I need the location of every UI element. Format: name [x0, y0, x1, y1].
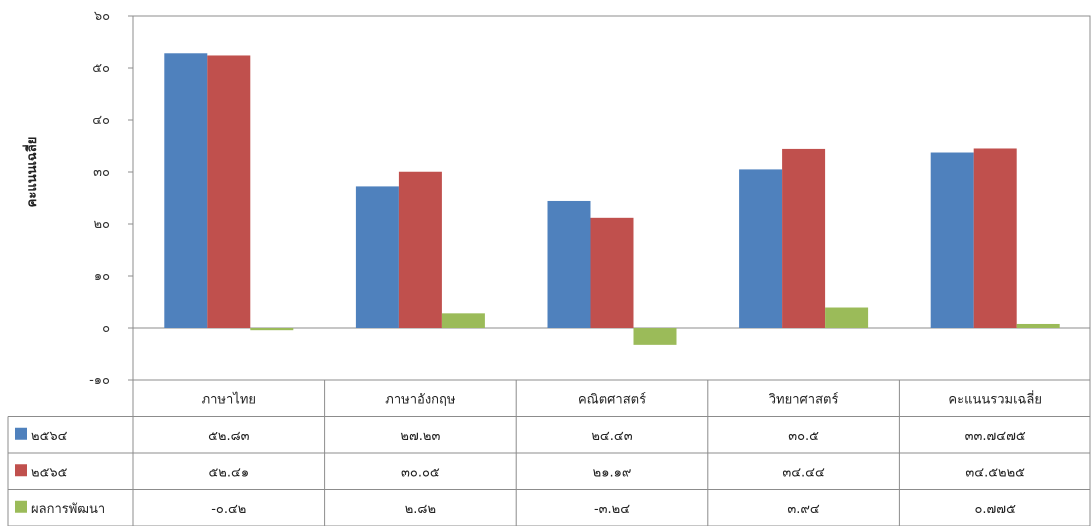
bar	[547, 200, 591, 328]
legend-swatch	[15, 464, 27, 477]
y-tick-label: ๒๐	[93, 217, 110, 232]
data-label: ๒.๘๒	[405, 502, 436, 517]
data-label: ๒๔.๔๓	[591, 429, 632, 444]
bar	[1016, 323, 1060, 328]
y-tick-label: -๑๐	[89, 373, 110, 388]
bar	[739, 169, 783, 328]
bar	[441, 313, 485, 328]
legend-swatch	[15, 427, 27, 440]
data-label: ๓๔.๔๔	[782, 465, 825, 480]
category-label: คะแนนรวมเฉลี่ย	[948, 390, 1042, 407]
legend-swatch	[15, 500, 27, 513]
category-label: วิทยาศาสตร์	[768, 391, 838, 407]
data-label: ๓๔.๕๒๒๕	[965, 465, 1025, 480]
data-label: ๕๒.๔๑	[208, 465, 249, 480]
y-tick-label: ๖๐	[94, 9, 110, 24]
bar	[973, 148, 1017, 328]
bar	[355, 186, 399, 328]
legend-label: ๒๕๖๕	[31, 465, 68, 480]
category-label: ภาษาไทย	[202, 391, 256, 407]
y-tick-label: ๔๐	[92, 113, 110, 128]
data-label: ๓.๙๔	[787, 502, 820, 517]
bar	[250, 328, 294, 331]
bar	[398, 171, 442, 328]
data-label: ๒๑.๑๙	[593, 465, 632, 480]
data-label: ๓๐.๐๕	[401, 465, 440, 480]
bar	[164, 53, 208, 329]
y-tick-label: ๐	[102, 321, 110, 336]
legend-label: ผลการพัฒนา	[31, 502, 105, 517]
data-label: -๓.๒๔	[594, 502, 630, 517]
legend-label: ๒๕๖๔	[31, 429, 68, 444]
data-label: ๒๗.๒๓	[400, 429, 440, 444]
y-axis-label: คะแนนเฉลี่ย	[22, 137, 40, 208]
data-label: ๓๐.๕	[788, 429, 819, 444]
data-label: -๐.๔๒	[211, 502, 246, 517]
data-label: ๐.๗๗๕	[974, 502, 1016, 517]
bar	[930, 152, 974, 328]
category-label: คณิตศาสตร์	[578, 391, 646, 407]
y-tick-label: ๑๐	[94, 269, 110, 284]
y-tick-label: ๓๐	[93, 165, 110, 180]
bar	[782, 148, 826, 328]
bar	[590, 217, 634, 328]
y-tick-label: ๕๐	[92, 61, 110, 76]
bar	[825, 307, 869, 328]
category-label: ภาษาอังกฤษ	[385, 392, 456, 407]
bar	[633, 328, 677, 345]
bar	[207, 55, 251, 329]
data-label: ๓๓.๗๔๗๕	[965, 429, 1026, 444]
data-label: ๕๒.๘๓	[208, 429, 250, 444]
